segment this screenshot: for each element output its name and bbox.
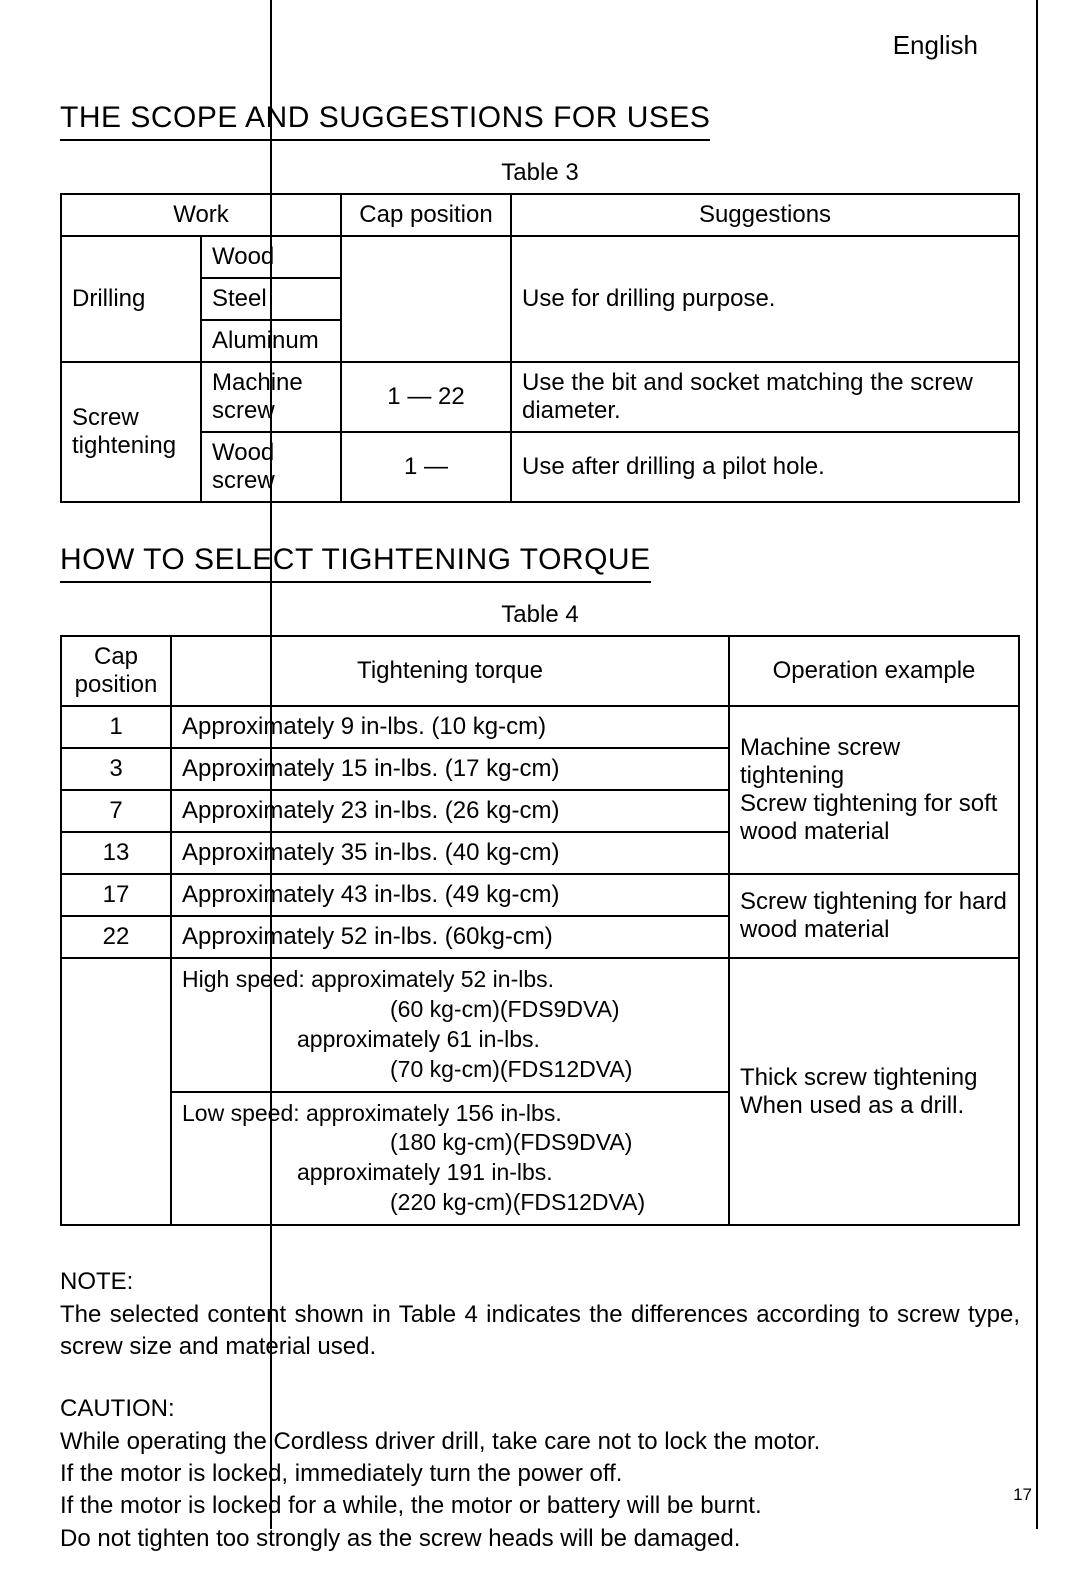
table4-header-row: Cap position Tightening torque Operation… xyxy=(61,636,1019,706)
note-block: NOTE: The selected content shown in Tabl… xyxy=(60,1266,1020,1363)
cell-op-group3: Thick screw tightening When used as a dr… xyxy=(729,958,1019,1225)
cell-torque: Approximately 9 in-lbs. (10 kg-cm) xyxy=(171,706,729,748)
cell-wood-sug: Use after drilling a pilot hole. xyxy=(511,432,1019,502)
cell-drill-sug: Use for drilling purpose. xyxy=(511,236,1019,362)
note-text: The selected content shown in Table 4 in… xyxy=(60,1299,1020,1364)
page-number: 17 xyxy=(1013,1485,1032,1505)
cell-screw-tightening: Screw tightening xyxy=(61,362,201,502)
caution-label: CAUTION: xyxy=(60,1393,1020,1425)
table-row: 17 Approximately 43 in-lbs. (49 kg-cm) S… xyxy=(61,874,1019,916)
cell-op-group1: Machine screw tightening Screw tightenin… xyxy=(729,706,1019,874)
table3-header-row: Work Cap position Suggestions xyxy=(61,194,1019,236)
hs-l4: (70 kg-cm)(FDS12DVA) xyxy=(182,1055,718,1085)
cell-cap: 13 xyxy=(61,832,171,874)
heading-scope: THE SCOPE AND SUGGESTIONS FOR USES xyxy=(60,101,710,141)
cell-wood-cap: 1 — xyxy=(341,432,511,502)
cell-torque: Approximately 35 in-lbs. (40 kg-cm) xyxy=(171,832,729,874)
caution-block: CAUTION: While operating the Cordless dr… xyxy=(60,1393,1020,1555)
note-label: NOTE: xyxy=(60,1266,1020,1298)
caution-l4: Do not tighten too strongly as the screw… xyxy=(60,1523,1020,1555)
table-row: High speed: approximately 52 in-lbs. (60… xyxy=(61,958,1019,1092)
cell-cap-blank xyxy=(61,958,171,1225)
heading-torque: HOW TO SELECT TIGHTENING TORQUE xyxy=(60,543,651,583)
table-row: Wood screw 1 — Use after drilling a pilo… xyxy=(61,432,1019,502)
cell-machine-cap: 1 — 22 xyxy=(341,362,511,432)
cell-drilling: Drilling xyxy=(61,236,201,362)
cell-op-group2: Screw tightening for hard wood material xyxy=(729,874,1019,958)
table4-caption: Table 4 xyxy=(60,601,1020,629)
table3-h-sug: Suggestions xyxy=(511,194,1019,236)
page-content: English THE SCOPE AND SUGGESTIONS FOR US… xyxy=(60,0,1020,1585)
table-row: Drilling Wood Use for drilling purpose. xyxy=(61,236,1019,278)
cell-torque: Approximately 43 in-lbs. (49 kg-cm) xyxy=(171,874,729,916)
cell-cap: 17 xyxy=(61,874,171,916)
cell-drill-cap xyxy=(341,236,511,362)
ls-l1: Low speed: approximately 156 in-lbs. xyxy=(182,1099,718,1129)
ls-l4: (220 kg-cm)(FDS12DVA) xyxy=(182,1188,718,1218)
caution-l2: If the motor is locked, immediately turn… xyxy=(60,1458,1020,1490)
cell-cap: 7 xyxy=(61,790,171,832)
hs-l2: (60 kg-cm)(FDS9DVA) xyxy=(182,995,718,1025)
cell-cap: 22 xyxy=(61,916,171,958)
table-row: 1 Approximately 9 in-lbs. (10 kg-cm) Mac… xyxy=(61,706,1019,748)
table-row: Screw tightening Machine screw 1 — 22 Us… xyxy=(61,362,1019,432)
table3: Work Cap position Suggestions Drilling W… xyxy=(60,193,1020,503)
cell-high-speed: High speed: approximately 52 in-lbs. (60… xyxy=(171,958,729,1092)
ls-l3: approximately 191 in-lbs. xyxy=(182,1158,718,1188)
section-torque: HOW TO SELECT TIGHTENING TORQUE Table 4 … xyxy=(60,543,1020,1226)
ls-l2: (180 kg-cm)(FDS9DVA) xyxy=(182,1128,718,1158)
cell-cap: 3 xyxy=(61,748,171,790)
cell-machine-sug: Use the bit and socket matching the scre… xyxy=(511,362,1019,432)
table3-h-work: Work xyxy=(61,194,341,236)
cell-low-speed: Low speed: approximately 156 in-lbs. (18… xyxy=(171,1092,729,1226)
cell-torque: Approximately 23 in-lbs. (26 kg-cm) xyxy=(171,790,729,832)
table4-h-op: Operation example xyxy=(729,636,1019,706)
cell-cap: 1 xyxy=(61,706,171,748)
cell-wood-screw: Wood screw xyxy=(201,432,341,502)
cell-aluminum: Aluminum xyxy=(201,320,341,362)
caution-l1: While operating the Cordless driver dril… xyxy=(60,1426,1020,1458)
cell-torque: Approximately 15 in-lbs. (17 kg-cm) xyxy=(171,748,729,790)
language-label: English xyxy=(60,30,978,61)
table3-h-cap: Cap position xyxy=(341,194,511,236)
caution-l3: If the motor is locked for a while, the … xyxy=(60,1490,1020,1522)
table4: Cap position Tightening torque Operation… xyxy=(60,635,1020,1226)
table4-h-torque: Tightening torque xyxy=(171,636,729,706)
cell-torque: Approximately 52 in-lbs. (60kg-cm) xyxy=(171,916,729,958)
hs-l3: approximately 61 in-lbs. xyxy=(182,1025,718,1055)
cell-machine-screw: Machine screw xyxy=(201,362,341,432)
hs-l1: High speed: approximately 52 in-lbs. xyxy=(182,965,718,995)
section-scope: THE SCOPE AND SUGGESTIONS FOR USES Table… xyxy=(60,101,1020,503)
cell-steel: Steel xyxy=(201,278,341,320)
table4-h-cap: Cap position xyxy=(61,636,171,706)
table3-caption: Table 3 xyxy=(60,159,1020,187)
cell-wood: Wood xyxy=(201,236,341,278)
